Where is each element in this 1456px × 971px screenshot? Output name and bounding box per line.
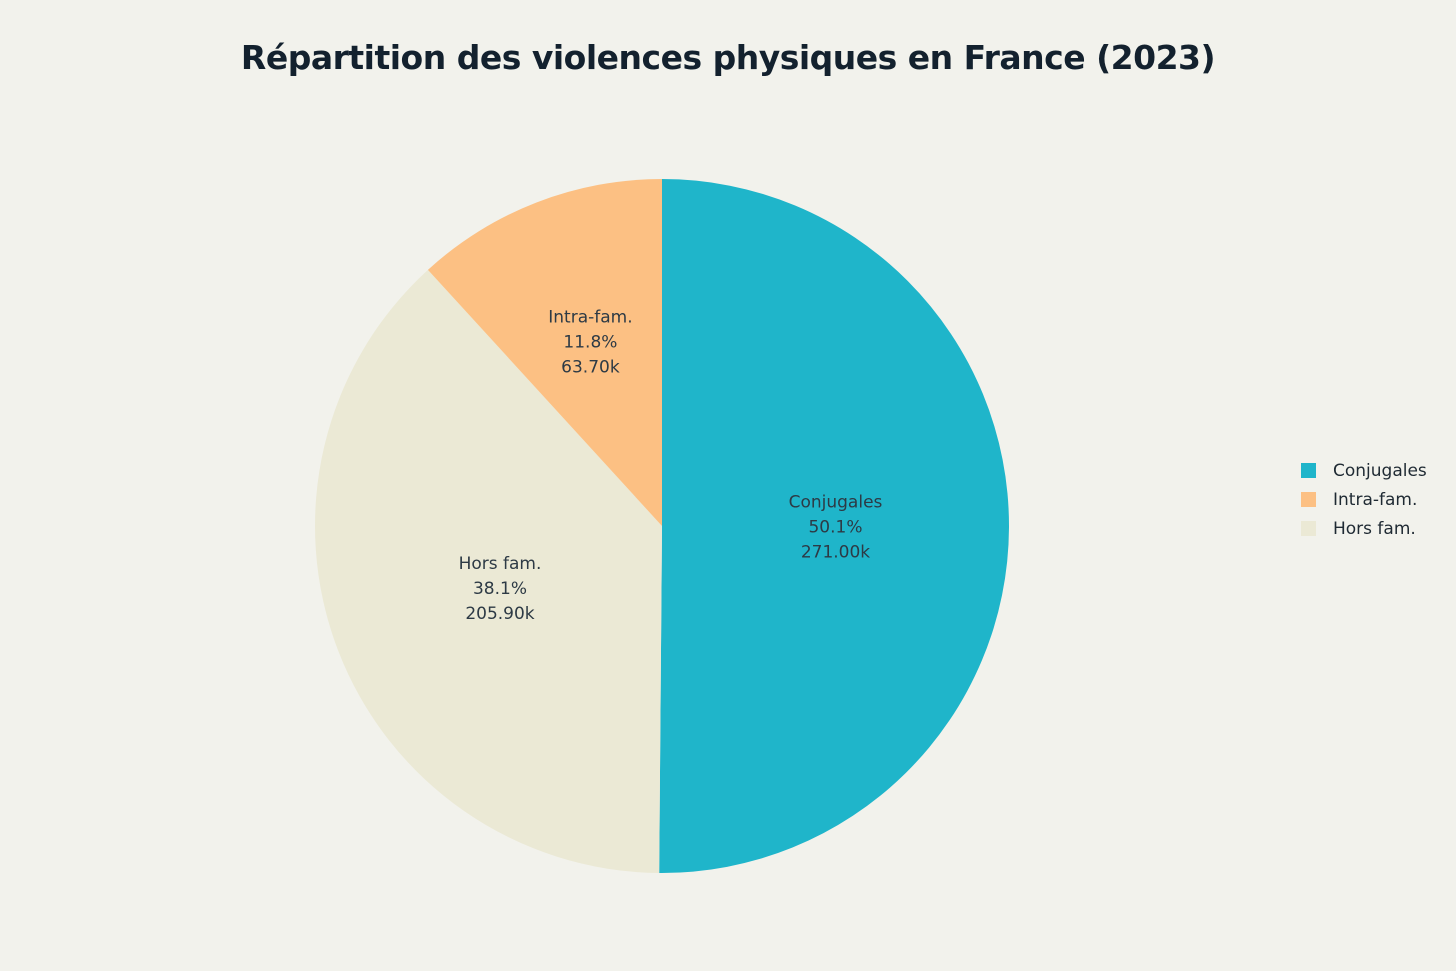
legend-item-hors-fam[interactable]: Hors fam. (1301, 514, 1427, 543)
legend-swatch (1301, 492, 1316, 507)
slice-label-value: 63.70k (561, 358, 620, 378)
slice-label-name: Conjugales (789, 493, 883, 513)
legend-item-intra-fam[interactable]: Intra-fam. (1301, 485, 1427, 514)
chart-title: Répartition des violences physiques en F… (240, 38, 1216, 77)
slice-label-name: Hors fam. (459, 554, 542, 574)
slice-label-name: Intra-fam. (548, 308, 632, 328)
pie-slice-hors-fam[interactable] (315, 269, 662, 873)
legend-item-conjugales[interactable]: Conjugales (1301, 456, 1427, 485)
legend-label: Hors fam. (1333, 518, 1416, 539)
legend: Conjugales Intra-fam. Hors fam. (1301, 456, 1427, 543)
slice-label-value: 271.00k (801, 543, 870, 563)
pie-slice-intra-fam[interactable] (427, 179, 662, 526)
slice-label-percent: 11.8% (563, 333, 617, 353)
legend-label: Conjugales (1333, 460, 1427, 481)
legend-swatch (1301, 521, 1316, 536)
pie-slice-conjugales[interactable] (659, 179, 1010, 873)
slice-label-percent: 50.1% (808, 518, 862, 538)
legend-swatch (1301, 463, 1316, 478)
slice-label-percent: 38.1% (473, 579, 527, 599)
legend-label: Intra-fam. (1333, 489, 1418, 510)
slice-label-value: 205.90k (465, 604, 534, 624)
